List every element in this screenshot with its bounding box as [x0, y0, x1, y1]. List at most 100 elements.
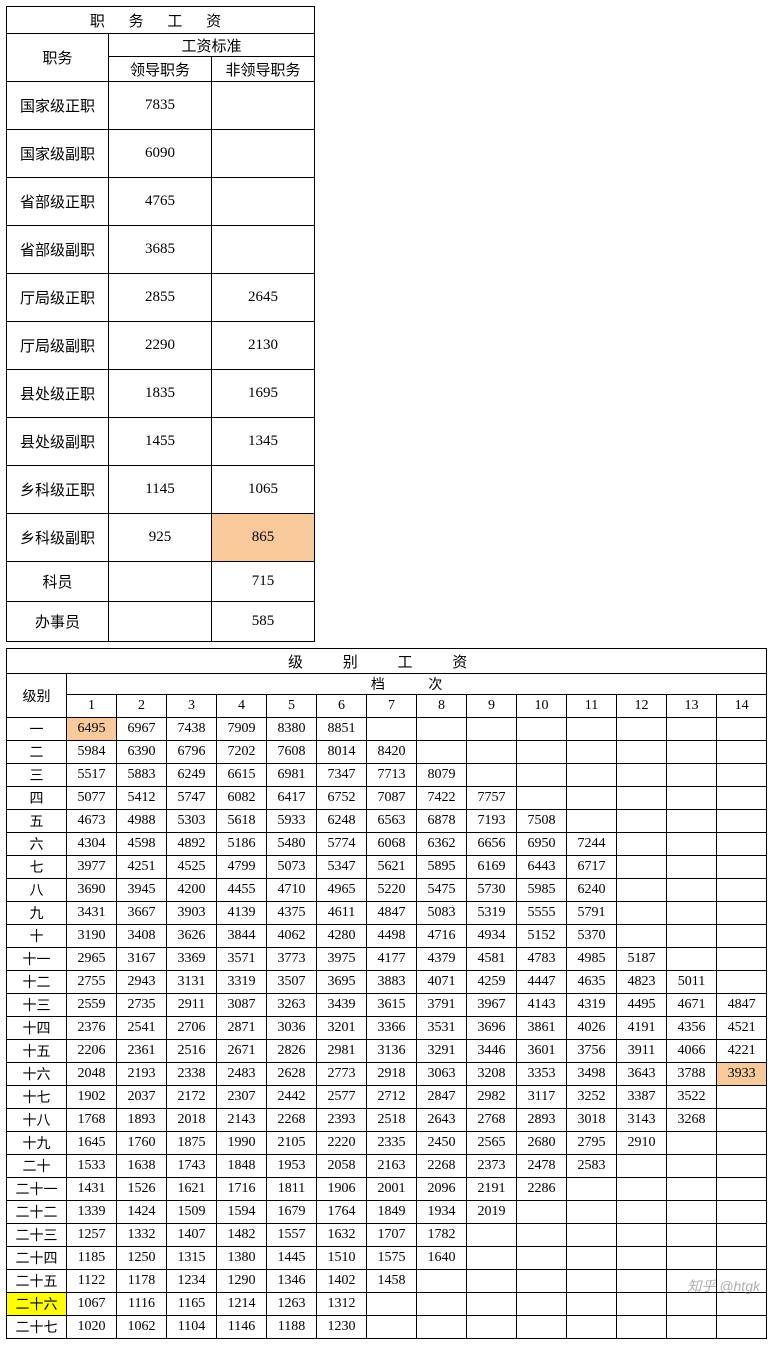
- t2-step-label: 10: [517, 695, 567, 718]
- t2-value-cell: 3531: [417, 1017, 467, 1040]
- t2-value-cell: 4635: [567, 971, 617, 994]
- t2-col-level: 级别: [7, 674, 67, 718]
- t2-level-cell: 五: [7, 810, 67, 833]
- t2-value-cell: 2191: [467, 1178, 517, 1201]
- t1-leader-cell: [109, 562, 212, 602]
- t1-position-cell: 乡科级正职: [7, 466, 109, 514]
- t1-nonleader-cell: 1065: [212, 466, 315, 514]
- t2-value-cell: 2577: [317, 1086, 367, 1109]
- t2-value-cell: 2307: [217, 1086, 267, 1109]
- t2-value-cell: 1645: [67, 1132, 117, 1155]
- t2-value-cell: [517, 1224, 567, 1247]
- t2-level-cell: 一: [7, 718, 67, 741]
- t2-value-cell: 3252: [567, 1086, 617, 1109]
- t2-step-label: 6: [317, 695, 367, 718]
- t2-value-cell: 4498: [367, 925, 417, 948]
- t2-value-cell: 7713: [367, 764, 417, 787]
- t2-value-cell: 1482: [217, 1224, 267, 1247]
- t2-value-cell: [617, 764, 667, 787]
- t2-value-cell: 3756: [567, 1040, 617, 1063]
- t2-value-cell: [617, 902, 667, 925]
- t2-value-cell: 3087: [217, 994, 267, 1017]
- t1-nonleader-cell: 1695: [212, 370, 315, 418]
- t2-value-cell: 2518: [367, 1109, 417, 1132]
- t2-value-cell: 8851: [317, 718, 367, 741]
- t2-value-cell: 2335: [367, 1132, 417, 1155]
- t2-value-cell: 4985: [567, 948, 617, 971]
- t2-value-cell: [667, 810, 717, 833]
- t2-value-cell: 2755: [67, 971, 117, 994]
- t2-value-cell: [667, 1132, 717, 1155]
- t2-value-cell: 1533: [67, 1155, 117, 1178]
- t2-value-cell: 1557: [267, 1224, 317, 1247]
- t2-value-cell: 1621: [167, 1178, 217, 1201]
- t2-value-cell: 1178: [117, 1270, 167, 1293]
- t2-value-cell: [617, 741, 667, 764]
- t2-value-cell: 1526: [117, 1178, 167, 1201]
- t2-value-cell: 6878: [417, 810, 467, 833]
- t2-value-cell: [617, 1293, 667, 1316]
- t1-nonleader-cell: [212, 82, 315, 130]
- t2-value-cell: 2826: [267, 1040, 317, 1063]
- t2-title: 级 别 工 资: [7, 649, 767, 674]
- t1-position-cell: 县处级副职: [7, 418, 109, 466]
- t2-value-cell: [567, 1224, 617, 1247]
- t2-value-cell: 5555: [517, 902, 567, 925]
- t2-value-cell: [617, 879, 667, 902]
- t2-value-cell: 2001: [367, 1178, 417, 1201]
- t2-value-cell: 2376: [67, 1017, 117, 1040]
- t2-value-cell: 3408: [117, 925, 167, 948]
- t2-value-cell: 2981: [317, 1040, 367, 1063]
- t2-value-cell: 1906: [317, 1178, 367, 1201]
- t2-value-cell: 4139: [217, 902, 267, 925]
- t2-value-cell: 1067: [67, 1293, 117, 1316]
- t2-value-cell: 4495: [617, 994, 667, 1017]
- t2-value-cell: 1431: [67, 1178, 117, 1201]
- t1-leader-cell: 6090: [109, 130, 212, 178]
- t2-value-cell: 3643: [617, 1063, 667, 1086]
- t2-value-cell: 2268: [417, 1155, 467, 1178]
- t2-value-cell: [717, 1224, 767, 1247]
- t2-value-cell: 1768: [67, 1109, 117, 1132]
- t2-value-cell: 6950: [517, 833, 567, 856]
- t2-value-cell: [667, 764, 717, 787]
- t2-value-cell: 4447: [517, 971, 567, 994]
- t2-value-cell: 1104: [167, 1316, 217, 1339]
- t2-value-cell: 2712: [367, 1086, 417, 1109]
- t2-value-cell: 3791: [417, 994, 467, 1017]
- t2-value-cell: 5475: [417, 879, 467, 902]
- t2-level-cell: 十七: [7, 1086, 67, 1109]
- t2-value-cell: 2583: [567, 1155, 617, 1178]
- t2-value-cell: 2450: [417, 1132, 467, 1155]
- t2-value-cell: 4521: [717, 1017, 767, 1040]
- t2-value-cell: 1849: [367, 1201, 417, 1224]
- t1-leader-cell: 2290: [109, 322, 212, 370]
- t2-value-cell: 3387: [617, 1086, 667, 1109]
- t2-value-cell: [717, 971, 767, 994]
- t2-value-cell: [517, 1293, 567, 1316]
- t2-value-cell: 1594: [217, 1201, 267, 1224]
- t2-value-cell: [567, 1316, 617, 1339]
- t2-value-cell: [617, 718, 667, 741]
- t2-value-cell: 6362: [417, 833, 467, 856]
- t2-value-cell: 2773: [317, 1063, 367, 1086]
- t2-value-cell: 1332: [117, 1224, 167, 1247]
- t2-value-cell: 4598: [117, 833, 167, 856]
- t2-value-cell: 1848: [217, 1155, 267, 1178]
- t2-value-cell: [667, 741, 717, 764]
- t2-value-cell: 1185: [67, 1247, 117, 1270]
- t2-value-cell: 2105: [267, 1132, 317, 1155]
- t2-value-cell: 2058: [317, 1155, 367, 1178]
- t2-value-cell: [567, 1201, 617, 1224]
- t2-level-cell: 十: [7, 925, 67, 948]
- t2-value-cell: [717, 718, 767, 741]
- t2-value-cell: 3208: [467, 1063, 517, 1086]
- t2-value-cell: 2442: [267, 1086, 317, 1109]
- t2-value-cell: 4673: [67, 810, 117, 833]
- t2-value-cell: 1811: [267, 1178, 317, 1201]
- t2-value-cell: [467, 764, 517, 787]
- t2-value-cell: 6656: [467, 833, 517, 856]
- t1-leader-cell: 925: [109, 514, 212, 562]
- t2-value-cell: 2361: [117, 1040, 167, 1063]
- t2-value-cell: 1760: [117, 1132, 167, 1155]
